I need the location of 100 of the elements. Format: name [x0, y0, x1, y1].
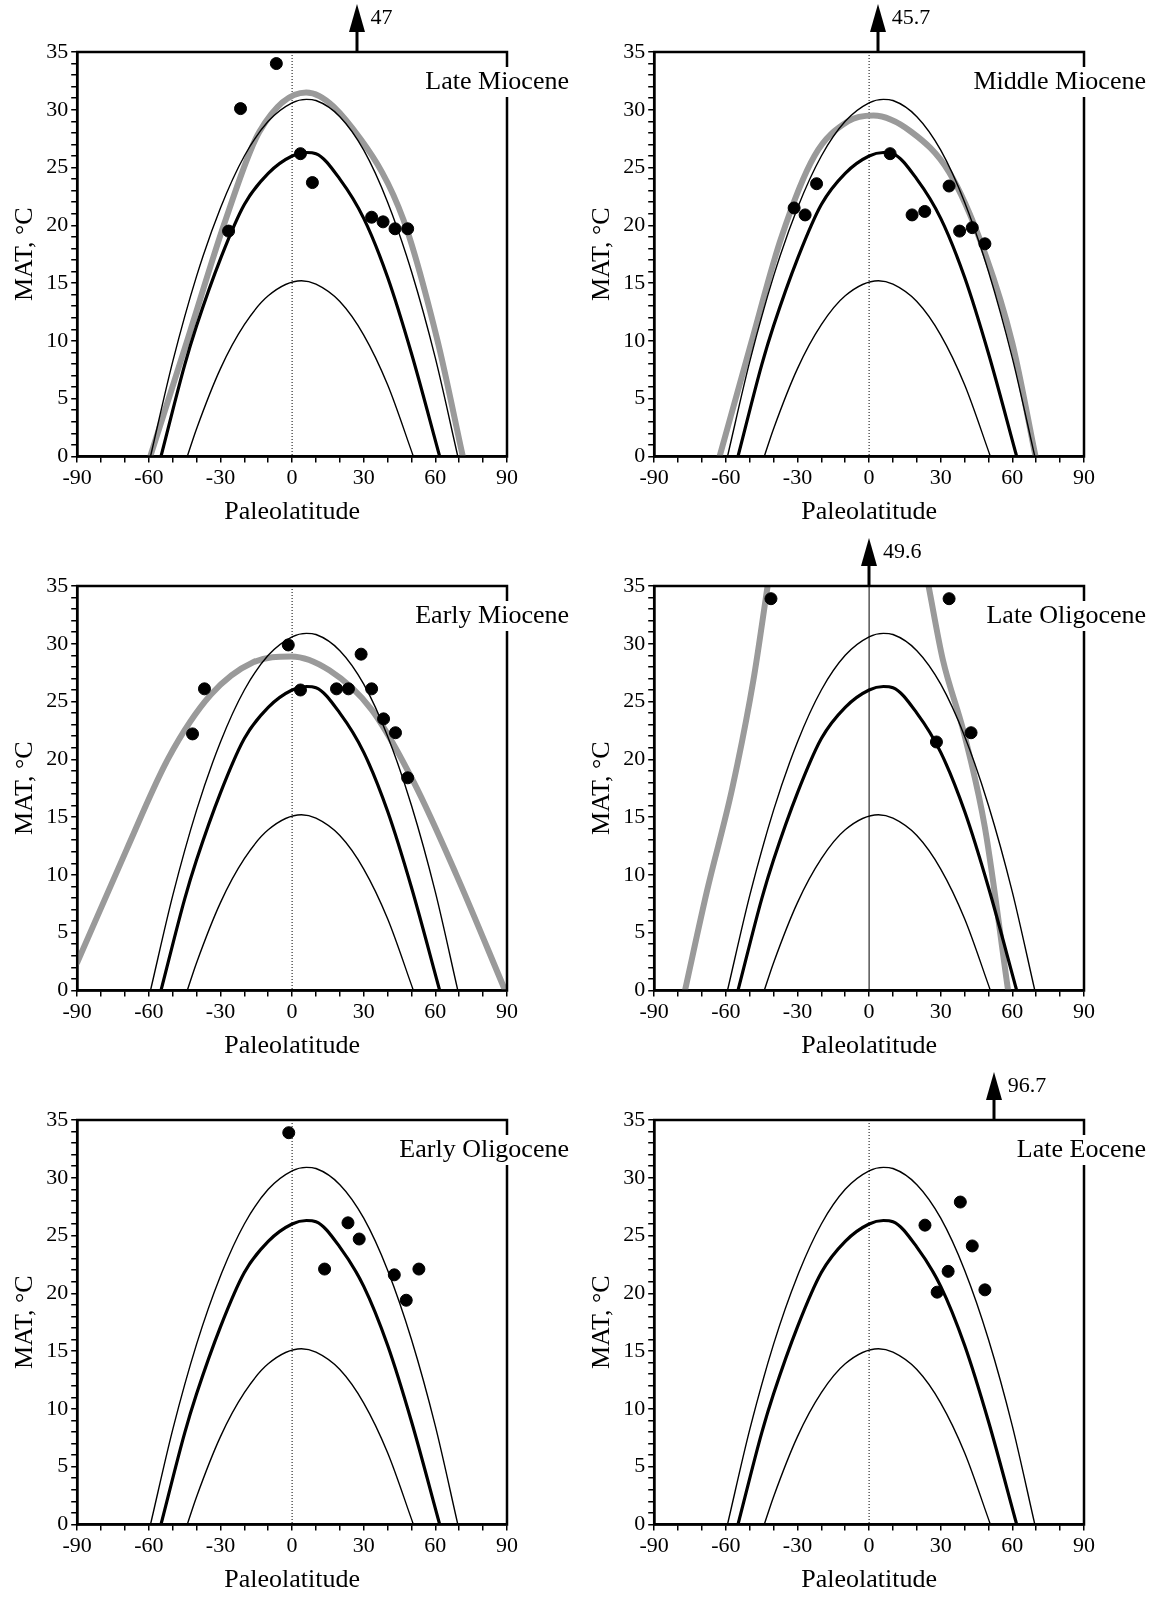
- text: 45.7: [891, 3, 931, 29]
- y-axis-title: MAT, °C: [586, 1275, 616, 1370]
- y-tick-label: 5: [634, 1452, 646, 1478]
- x-tick-label: 0: [286, 998, 298, 1024]
- x-tick-label: 30: [929, 998, 952, 1024]
- y-tick-label: 10: [46, 1394, 69, 1420]
- y-tick-label: 5: [57, 384, 69, 410]
- x-axis-title: Paleolatitude: [801, 1564, 937, 1594]
- text: Early Oligocene: [399, 1133, 569, 1163]
- x-tick-label: -30: [782, 1532, 813, 1558]
- y-tick-label: 10: [46, 860, 69, 886]
- x-tick-label: 90: [496, 464, 518, 490]
- y-tick-label: 35: [623, 571, 646, 597]
- x-tick-label: 90: [1073, 1532, 1095, 1558]
- x-tick-label: -60: [134, 464, 164, 490]
- y-tick-label: 15: [46, 802, 69, 828]
- y-tick-label: 25: [46, 153, 69, 179]
- x-tick-label: 60: [1001, 998, 1024, 1024]
- y-tick-label: 35: [623, 1105, 646, 1131]
- y-tick-label: 20: [623, 1279, 646, 1305]
- x-tick-label: -60: [711, 464, 741, 490]
- y-tick-label: 25: [623, 687, 646, 713]
- y-tick-label: 10: [623, 1394, 646, 1420]
- x-tick-label: 60: [424, 1532, 447, 1558]
- text: Late Miocene: [425, 65, 569, 95]
- y-tick-label: 35: [46, 37, 69, 63]
- x-tick-label: 0: [863, 464, 875, 490]
- text: 47: [370, 3, 393, 29]
- y-tick-label: 5: [634, 384, 646, 410]
- x-tick-label: 90: [1073, 464, 1095, 490]
- y-tick-label: 30: [46, 629, 69, 655]
- text: Late Eocene: [1016, 1133, 1146, 1163]
- y-tick-label: 10: [623, 326, 646, 352]
- y-tick-label: 35: [46, 1105, 69, 1131]
- x-tick-label: -30: [205, 1532, 236, 1558]
- x-tick-label: -30: [205, 464, 236, 490]
- y-axis-title: MAT, °C: [586, 207, 616, 302]
- x-tick-label: 30: [352, 998, 375, 1024]
- x-tick-label: 0: [863, 1532, 875, 1558]
- x-tick-label: 0: [286, 1532, 298, 1558]
- x-axis-title: Paleolatitude: [801, 1030, 937, 1060]
- y-tick-label: 20: [46, 1279, 69, 1305]
- x-tick-label: 60: [1001, 464, 1024, 490]
- text: Late Oligocene: [986, 599, 1146, 629]
- x-tick-label: 0: [863, 998, 875, 1024]
- text: 96.7: [1007, 1071, 1047, 1097]
- y-tick-label: 10: [46, 326, 69, 352]
- x-tick-label: 30: [929, 1532, 952, 1558]
- y-tick-label: 15: [46, 1336, 69, 1362]
- y-tick-label: 35: [623, 37, 646, 63]
- y-tick-label: 30: [623, 95, 646, 121]
- x-tick-label: 0: [286, 464, 298, 490]
- y-tick-label: 25: [46, 1221, 69, 1247]
- y-tick-label: 10: [623, 860, 646, 886]
- y-tick-label: 25: [46, 687, 69, 713]
- y-tick-label: 5: [57, 918, 69, 944]
- y-tick-label: 15: [46, 268, 69, 294]
- y-tick-label: 20: [46, 745, 69, 771]
- x-tick-label: 90: [496, 998, 518, 1024]
- x-tick-label: 30: [929, 464, 952, 490]
- x-tick-label: 60: [424, 998, 447, 1024]
- x-tick-label: -30: [782, 998, 813, 1024]
- y-tick-label: 15: [623, 802, 646, 828]
- y-tick-label: 30: [46, 1163, 69, 1189]
- y-tick-label: 15: [623, 268, 646, 294]
- x-tick-label: 60: [424, 464, 447, 490]
- y-tick-label: 5: [634, 918, 646, 944]
- y-tick-label: 20: [623, 745, 646, 771]
- x-tick-label: -60: [134, 1532, 164, 1558]
- x-tick-label: 90: [496, 1532, 518, 1558]
- x-axis-title: Paleolatitude: [801, 496, 937, 526]
- x-tick-label: -30: [205, 998, 236, 1024]
- x-axis-title: Paleolatitude: [224, 496, 360, 526]
- y-tick-label: 20: [623, 211, 646, 237]
- x-tick-label: 30: [352, 464, 375, 490]
- x-axis-title: Paleolatitude: [224, 1564, 360, 1594]
- y-axis-title: MAT, °C: [586, 741, 616, 836]
- y-axis-title: MAT, °C: [9, 1275, 39, 1370]
- y-tick-label: 35: [46, 571, 69, 597]
- y-axis-title: MAT, °C: [9, 207, 39, 302]
- x-tick-label: -30: [782, 464, 813, 490]
- y-tick-label: 5: [57, 1452, 69, 1478]
- text: Early Miocene: [415, 599, 569, 629]
- y-axis-title: MAT, °C: [9, 741, 39, 836]
- y-tick-label: 15: [623, 1336, 646, 1362]
- y-tick-label: 20: [46, 211, 69, 237]
- y-tick-label: 30: [46, 95, 69, 121]
- text: Middle Miocene: [973, 65, 1146, 95]
- x-tick-label: -60: [134, 998, 164, 1024]
- x-axis-title: Paleolatitude: [224, 1030, 360, 1060]
- y-tick-label: 30: [623, 1163, 646, 1189]
- y-tick-label: 30: [623, 629, 646, 655]
- x-tick-label: -60: [711, 1532, 741, 1558]
- x-tick-label: -60: [711, 998, 741, 1024]
- y-tick-label: 25: [623, 1221, 646, 1247]
- x-tick-label: 60: [1001, 1532, 1024, 1558]
- x-tick-label: 30: [352, 1532, 375, 1558]
- x-tick-label: 90: [1073, 998, 1095, 1024]
- text: 49.6: [883, 537, 922, 563]
- y-tick-label: 25: [623, 153, 646, 179]
